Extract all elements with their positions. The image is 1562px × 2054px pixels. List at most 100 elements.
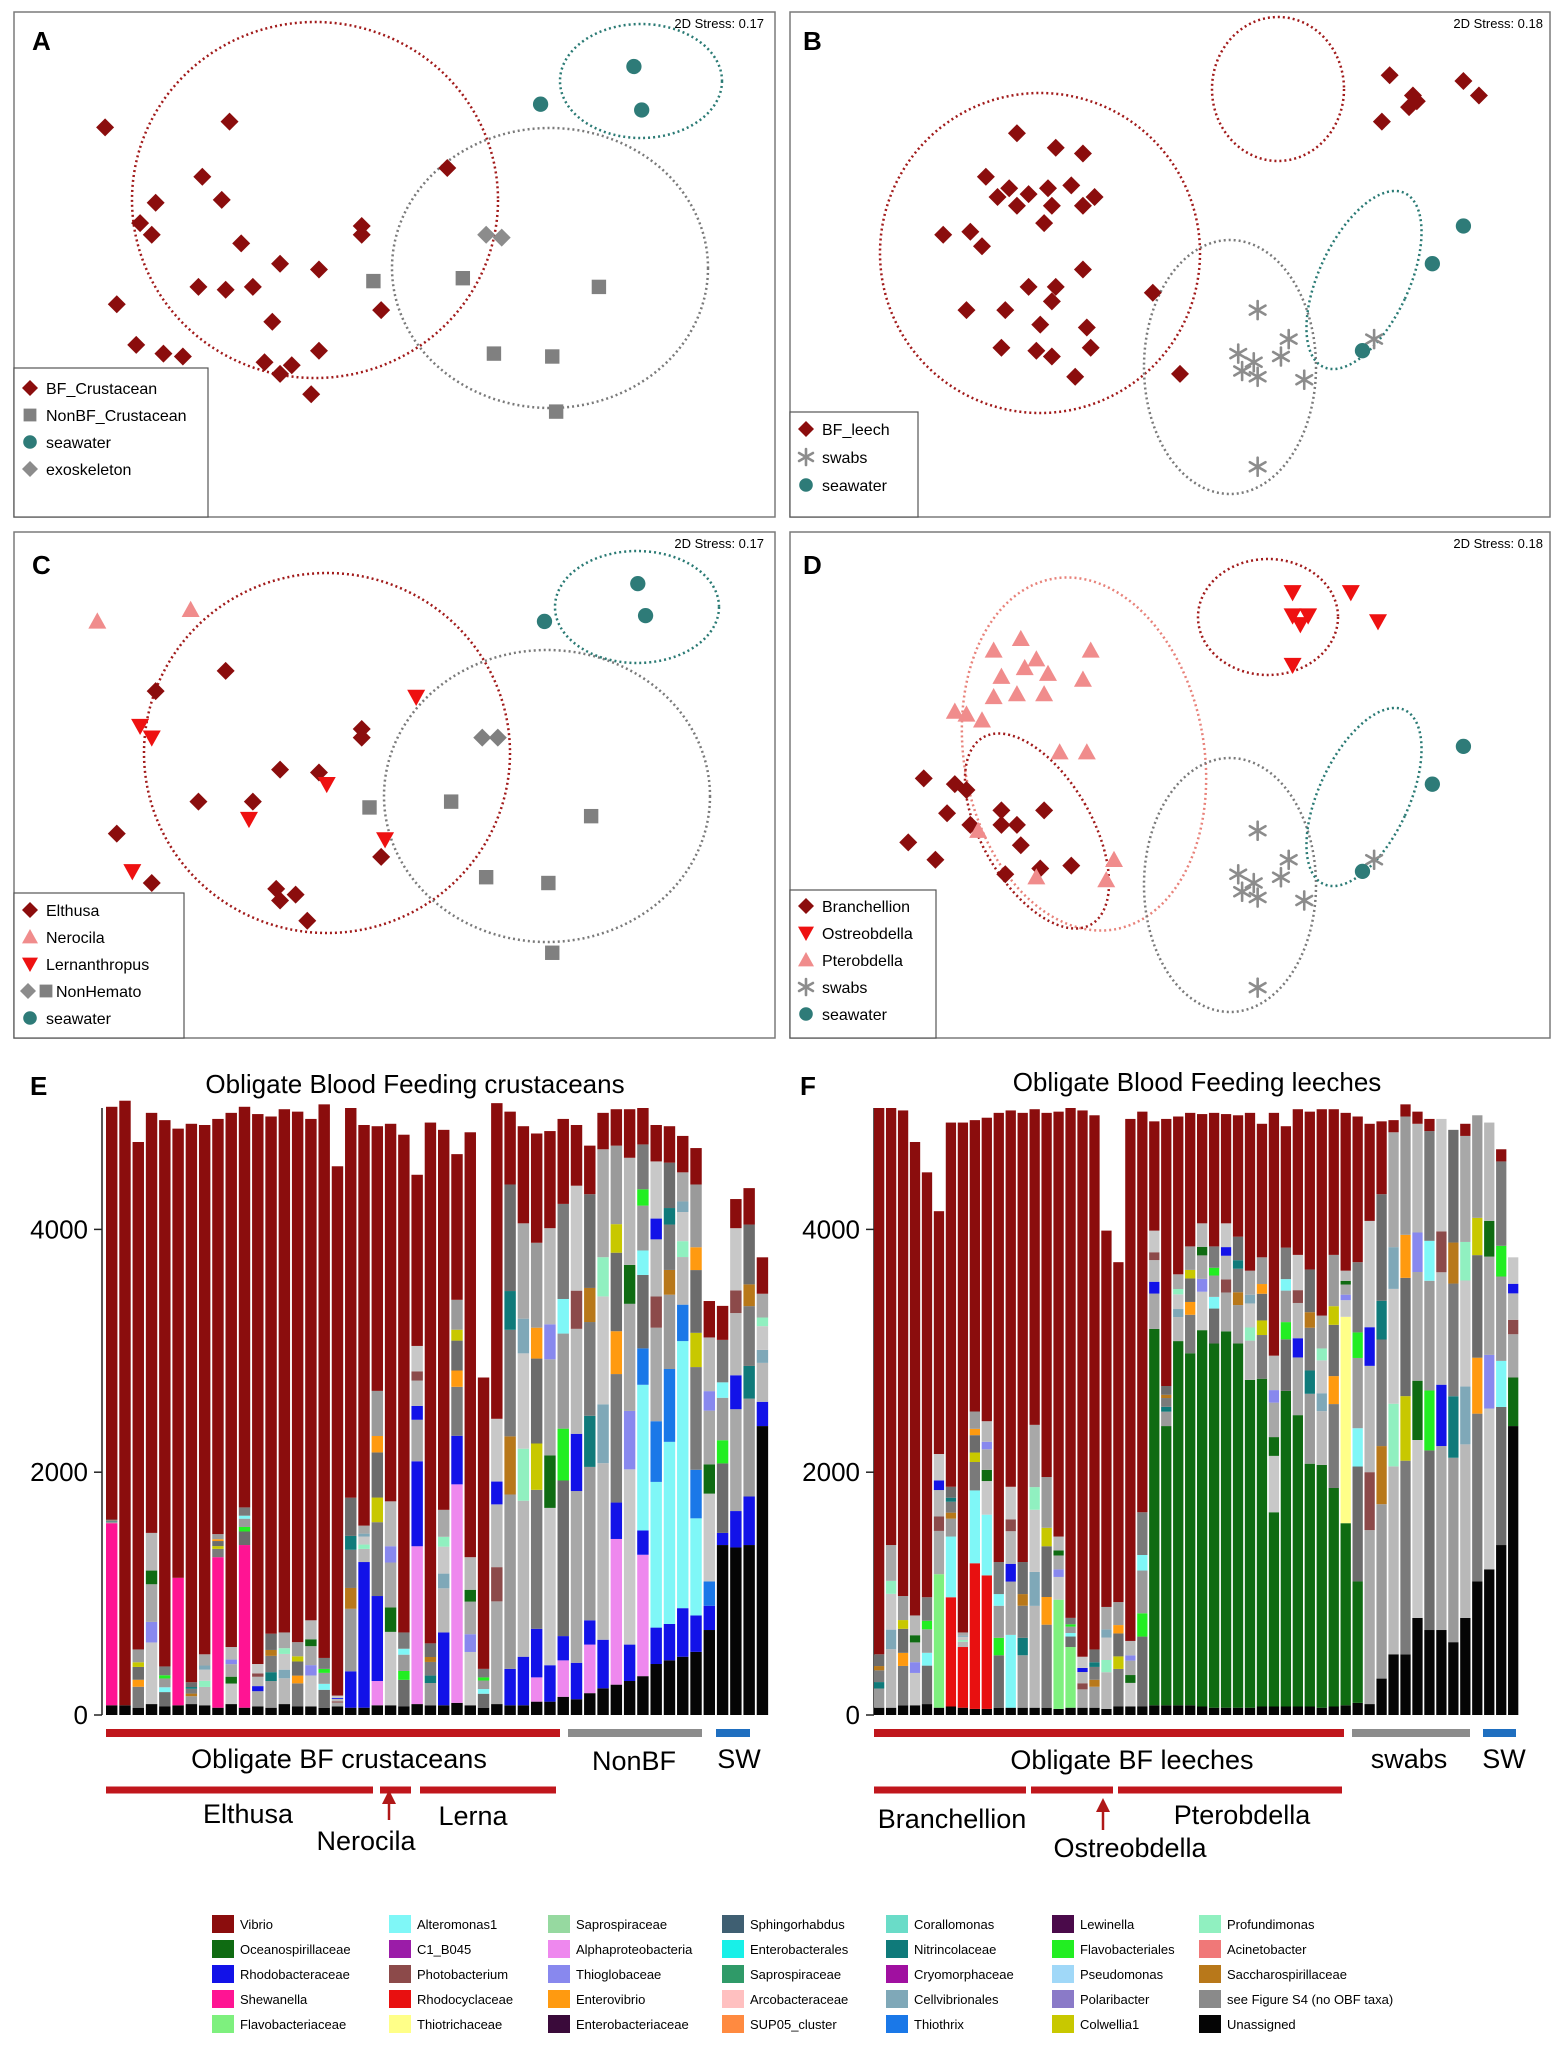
data-point xyxy=(1283,608,1302,625)
bar-segment xyxy=(1101,1672,1112,1709)
bar-segment xyxy=(1185,1278,1196,1302)
cluster-ellipse xyxy=(1196,557,1340,677)
legend-label: BF_Crustacean xyxy=(46,381,157,398)
panel-b-stress: 2D Stress: 0.18 xyxy=(1453,16,1543,31)
stacked-bar xyxy=(1137,1111,1148,1715)
bar-segment xyxy=(597,1404,609,1464)
cluster-ellipse xyxy=(1142,238,1318,496)
bar-segment xyxy=(1053,1599,1064,1709)
bar-segment xyxy=(212,1118,224,1535)
data-point xyxy=(286,885,305,904)
bar-segment xyxy=(1280,1247,1292,1280)
bar-segment xyxy=(1436,1446,1447,1631)
bar-segment xyxy=(1173,1289,1184,1295)
data-point xyxy=(591,279,607,295)
panel-c-letter: C xyxy=(32,550,51,580)
bar-segment xyxy=(1017,1707,1028,1715)
stacked-bar xyxy=(1113,1262,1124,1715)
bar-segment xyxy=(1340,1284,1351,1295)
bar-segment xyxy=(1448,1396,1459,1458)
legend-swatch xyxy=(1052,2015,1074,2033)
legend-swatch xyxy=(212,2015,234,2033)
bar-segment xyxy=(957,1636,969,1641)
bar-segment xyxy=(874,1707,885,1715)
bar-segment xyxy=(993,1637,1004,1656)
bar-segment xyxy=(1053,1708,1064,1715)
bar-segment xyxy=(650,1161,662,1219)
bar-segment xyxy=(677,1212,689,1242)
panel-e-letter: E xyxy=(30,1071,47,1101)
data-point xyxy=(1085,188,1104,206)
bar-segment xyxy=(1256,1293,1268,1321)
data-point xyxy=(1046,138,1065,157)
bar-segment xyxy=(650,1239,662,1297)
bar-segment xyxy=(1089,1115,1100,1650)
bar-segment xyxy=(411,1371,423,1381)
bar-segment xyxy=(637,1530,649,1555)
bar-segment xyxy=(981,1481,992,1515)
stacked-bar xyxy=(981,1117,992,1715)
bar-segment xyxy=(743,1398,755,1497)
data-point xyxy=(131,214,150,233)
bar-segment xyxy=(909,1141,921,1616)
bar-segment xyxy=(291,1111,304,1643)
bar-segment xyxy=(451,1702,463,1715)
cluster-ellipse xyxy=(1210,15,1346,163)
bar-segment xyxy=(885,1108,897,1546)
data-point xyxy=(1229,863,1248,885)
bar-segment xyxy=(544,1701,556,1715)
bar-segment xyxy=(557,1333,569,1429)
bar-segment xyxy=(238,1526,251,1532)
bar-segment xyxy=(1292,1302,1303,1339)
bar-segment xyxy=(278,1632,291,1649)
bar-segment xyxy=(185,1704,198,1715)
bar-segment xyxy=(305,1706,317,1715)
legend-swatch xyxy=(389,2015,411,2033)
bar-segment xyxy=(909,1705,921,1715)
bar-segment xyxy=(1304,1370,1315,1394)
bar-segment xyxy=(371,1522,384,1597)
bar-segment xyxy=(145,1112,158,1533)
bar-segment xyxy=(703,1301,716,1338)
stacked-bar xyxy=(1161,1118,1172,1715)
bar-segment xyxy=(517,1223,530,1319)
bar-segment xyxy=(1496,1245,1507,1277)
data-point xyxy=(1372,112,1391,131)
legend-label: Lewinella xyxy=(1080,1917,1135,1932)
bar-segment xyxy=(451,1340,463,1371)
bar-segment xyxy=(530,1133,543,1243)
bar-segment xyxy=(1149,1328,1160,1706)
stacked-bar xyxy=(730,1199,742,1715)
bar-segment xyxy=(1053,1550,1064,1556)
bar-segment xyxy=(225,1647,237,1660)
bar-segment xyxy=(1125,1655,1136,1661)
bar-segment xyxy=(610,1502,623,1539)
y-tick-label: 2000 xyxy=(802,1457,860,1487)
bar-segment xyxy=(544,1228,556,1325)
arrow-head xyxy=(1096,1798,1110,1812)
arrow-head xyxy=(382,1790,396,1804)
bar-segment xyxy=(1137,1111,1148,1513)
bar-segment xyxy=(1161,1411,1172,1427)
bar-segment xyxy=(1208,1707,1220,1715)
bar-segment xyxy=(238,1545,251,1708)
stacked-bar xyxy=(1484,1122,1495,1715)
panel-e: E Obligate Blood Feeding crustaceans 0 20… xyxy=(30,1069,769,1820)
bar-segment xyxy=(897,1705,909,1715)
bar-segment xyxy=(945,1486,957,1498)
bar-segment xyxy=(945,1501,957,1513)
stacked-bar xyxy=(1340,1112,1351,1715)
bar-segment xyxy=(597,1257,609,1297)
stacked-bar xyxy=(1125,1118,1136,1715)
stacked-bar xyxy=(477,1377,490,1715)
data-point xyxy=(1011,629,1030,647)
bar-segment xyxy=(1220,1707,1232,1715)
bar-segment xyxy=(897,1652,909,1666)
data-point xyxy=(1229,343,1248,364)
bar-segment xyxy=(1412,1123,1423,1233)
bar-segment xyxy=(1161,1398,1172,1407)
bar-segment xyxy=(981,1449,992,1470)
bar-segment xyxy=(945,1597,957,1707)
bar-segment xyxy=(1388,1247,1399,1289)
bar-segment xyxy=(345,1108,357,1498)
